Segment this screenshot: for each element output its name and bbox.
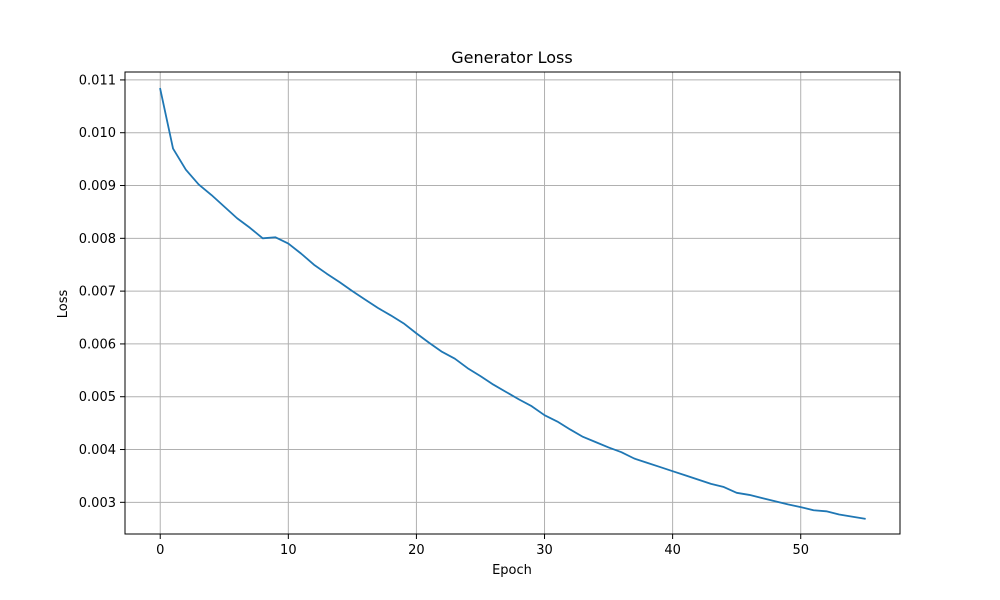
series-line-0 bbox=[159, 87, 866, 520]
x-tick-label: 50 bbox=[792, 543, 809, 558]
x-axis-label: Epoch bbox=[492, 563, 532, 578]
x-tick-label: 40 bbox=[664, 543, 681, 558]
y-tick-label: 0.011 bbox=[79, 73, 116, 88]
y-tick-label: 0.009 bbox=[79, 179, 116, 194]
x-tick-label: 10 bbox=[280, 543, 297, 558]
x-axis-ticks: 0 10 20 30 40 50 bbox=[156, 534, 809, 558]
series-layer bbox=[159, 87, 866, 520]
y-tick-label: 0.007 bbox=[79, 285, 116, 300]
y-tick-label: 0.008 bbox=[79, 232, 116, 247]
y-tick-label: 0.004 bbox=[79, 443, 116, 458]
y-axis-label: Loss bbox=[56, 290, 71, 319]
y-axis-ticks: 0.003 0.004 0.005 0.006 0.007 0.008 0.009 0.010… bbox=[79, 73, 125, 511]
chart-title: Generator Loss bbox=[451, 48, 572, 67]
grid bbox=[125, 72, 900, 534]
y-tick-label: 0.010 bbox=[79, 126, 116, 141]
y-tick-label: 0.006 bbox=[79, 337, 116, 352]
plot-frame bbox=[124, 71, 901, 535]
y-tick-label: 0.005 bbox=[79, 390, 116, 405]
x-tick-label: 30 bbox=[536, 543, 553, 558]
y-tick-label: 0.003 bbox=[79, 496, 116, 511]
x-tick-label: 0 bbox=[156, 543, 164, 558]
x-tick-label: 20 bbox=[408, 543, 425, 558]
